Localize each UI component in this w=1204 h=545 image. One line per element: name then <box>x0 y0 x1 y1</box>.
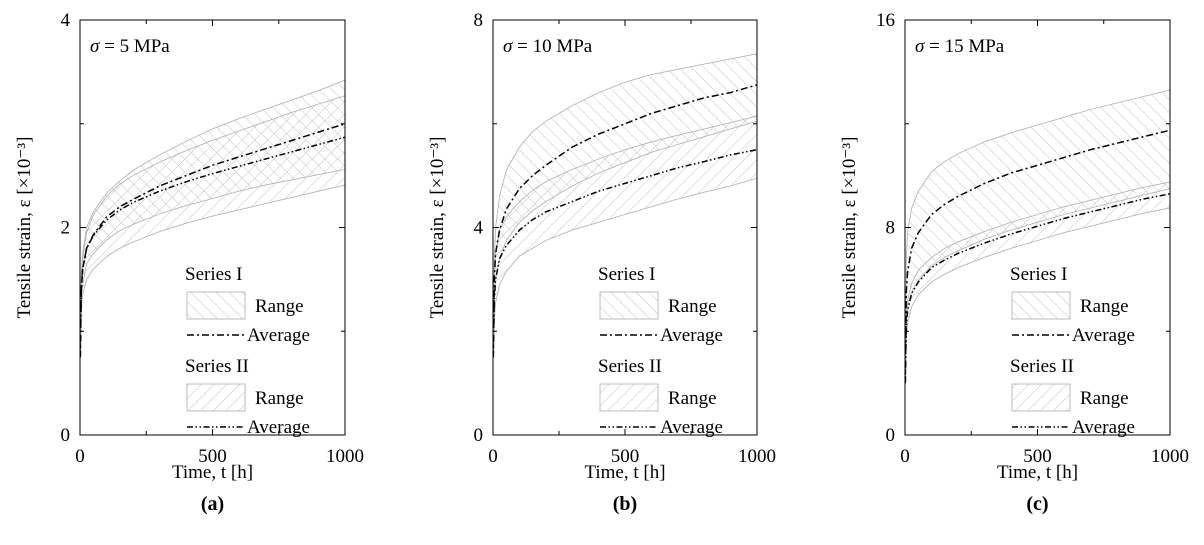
chart-panel-1: 0 500 1000 0 2 4 Time, t [h] Tensile strain, ε … <box>14 10 364 515</box>
legend-series2-title: Series II <box>185 356 249 377</box>
x-axis-label: Time, t [h] <box>997 462 1078 483</box>
x-axis-label: Time, t [h] <box>172 462 253 483</box>
x-tick-label: 0 <box>75 446 85 467</box>
panel-label: (a) <box>201 493 224 515</box>
legend: Series I Range Average Series II Range Averag… <box>185 264 310 438</box>
legend-series2-title: Series II <box>1010 356 1074 377</box>
average-line-series-2 <box>904 193 1171 384</box>
y-tick-label: 4 <box>61 10 71 31</box>
x-tick-label: 1000 <box>326 446 364 467</box>
legend-average-label: Average <box>247 325 310 346</box>
stress-value: = 10 MPa <box>512 36 592 57</box>
y-tick-label: 0 <box>61 425 71 446</box>
average-line-series-2 <box>79 136 346 358</box>
sigma-symbol: σ <box>503 36 513 57</box>
stress-value: = 15 MPa <box>924 36 1004 57</box>
chart-panel-3: 0 500 1000 0 8 16 Time, t [h] Tensile strain, ε… <box>839 10 1189 515</box>
y-tick-label: 0 <box>886 425 896 446</box>
y-tick-label: 16 <box>876 10 895 31</box>
legend-range-swatch-series-2 <box>186 383 246 412</box>
legend-average-label: Average <box>1072 417 1135 438</box>
x-axis-label: Time, t [h] <box>584 462 665 483</box>
stress-value: = 5 MPa <box>99 36 170 57</box>
panel-label: (b) <box>613 493 637 515</box>
x-tick-label: 500 <box>1023 446 1052 467</box>
legend-range-label: Range <box>1080 388 1129 409</box>
average-line-series-1 <box>904 129 1171 384</box>
legend-range-label: Range <box>1080 296 1129 317</box>
y-tick-label: 8 <box>886 218 896 239</box>
legend-range-swatch-series-2 <box>1011 383 1071 412</box>
average-line-series-1 <box>492 84 758 358</box>
stress-annotation: σ = 5 MPa <box>90 36 170 57</box>
legend-average-label: Average <box>247 417 310 438</box>
y-tick-label: 0 <box>474 425 484 446</box>
legend-range-label: Range <box>668 388 717 409</box>
legend-average-label: Average <box>1072 325 1135 346</box>
x-tick-label: 0 <box>488 446 498 467</box>
x-tick-label: 500 <box>198 446 227 467</box>
legend-range-swatch-series-1 <box>186 291 246 320</box>
x-tick-label: 1000 <box>738 446 776 467</box>
y-tick-label: 2 <box>61 218 71 239</box>
y-tick-label: 8 <box>474 10 484 31</box>
legend-range-swatch-series-1 <box>599 291 659 320</box>
y-axis-label: Tensile strain, ε [×10⁻³] <box>14 137 35 319</box>
y-axis-label: Tensile strain, ε [×10⁻³] <box>427 137 448 319</box>
legend-series1-title: Series I <box>1010 264 1068 285</box>
legend-average-label: Average <box>660 417 723 438</box>
x-tick-label: 0 <box>900 446 910 467</box>
panel-label: (c) <box>1026 493 1048 515</box>
legend-range-label: Range <box>255 296 304 317</box>
sigma-symbol: σ <box>915 36 925 57</box>
legend-range-swatch-series-1 <box>1011 291 1071 320</box>
legend-range-label: Range <box>668 296 717 317</box>
legend: Series I Range Average Series II Range Averag… <box>598 264 723 438</box>
legend-range-swatch-series-2 <box>599 383 659 412</box>
average-line-series-2 <box>492 148 758 358</box>
x-tick-label: 500 <box>611 446 640 467</box>
x-tick-label: 1000 <box>1151 446 1189 467</box>
legend-series1-title: Series I <box>185 264 243 285</box>
legend-series2-title: Series II <box>598 356 662 377</box>
stress-annotation: σ = 10 MPa <box>503 36 593 57</box>
sigma-symbol: σ <box>90 36 100 57</box>
y-axis-label: Tensile strain, ε [×10⁻³] <box>839 137 860 319</box>
legend-series1-title: Series I <box>598 264 656 285</box>
legend: Series I Range Average Series II Range Averag… <box>1010 264 1135 438</box>
stress-annotation: σ = 15 MPa <box>915 36 1005 57</box>
y-tick-label: 4 <box>474 218 484 239</box>
average-line-series-1 <box>79 123 346 358</box>
legend-average-label: Average <box>660 325 723 346</box>
legend-range-label: Range <box>255 388 304 409</box>
chart-panel-2: 0 500 1000 0 4 8 Time, t [h] Tensile strain, ε … <box>427 10 776 515</box>
